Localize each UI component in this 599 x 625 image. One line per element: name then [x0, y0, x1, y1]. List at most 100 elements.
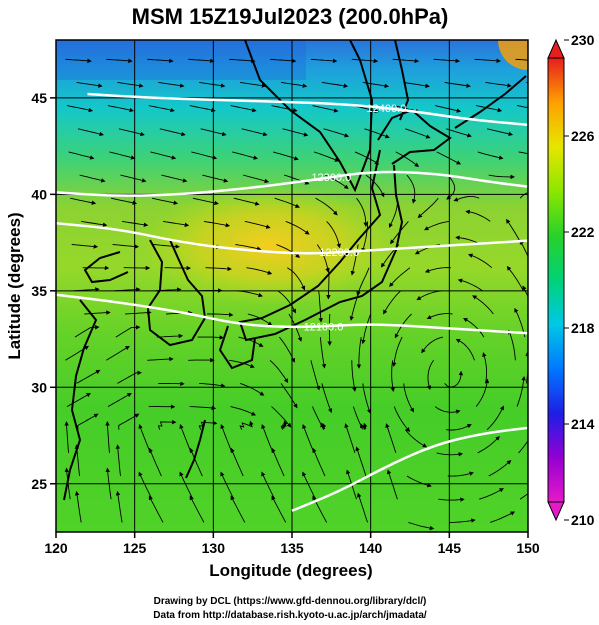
streamline: [302, 471, 317, 500]
streamline: [243, 174, 270, 184]
streamline: [323, 128, 350, 138]
streamline: [465, 209, 491, 222]
streamline: [246, 267, 273, 275]
streamline: [356, 337, 362, 369]
streamline: [519, 239, 528, 258]
streamline: [117, 370, 142, 384]
streamline: [285, 220, 310, 235]
streamline: [516, 105, 528, 109]
streamline: [118, 413, 140, 430]
streamline: [406, 475, 432, 488]
cool-band-north: [56, 40, 306, 80]
warm-corner: [498, 40, 528, 70]
streamline: [362, 81, 390, 89]
streamline: [158, 81, 185, 88]
streamline: [527, 428, 528, 430]
streamline: [477, 151, 504, 160]
streamline: [362, 383, 372, 414]
colorbar-bottom-arrow: [547, 501, 565, 522]
streamline: [77, 128, 104, 137]
streamline: [364, 128, 390, 139]
streamline: [361, 313, 372, 345]
streamline: [230, 447, 244, 477]
streamline: [261, 471, 276, 500]
streamline: [236, 290, 263, 298]
streamline: [70, 197, 97, 205]
streamline: [71, 244, 99, 249]
streamline: [107, 105, 134, 113]
streamline: [356, 267, 370, 297]
streamline: [66, 105, 94, 113]
streamline: [423, 220, 450, 231]
streamline: [488, 460, 512, 477]
credit-drawing: Drawing by DCL (https://www.gfd-dennou.o…: [154, 596, 427, 607]
streamline: [189, 105, 216, 113]
streamline: [416, 290, 442, 301]
streamline: [271, 447, 285, 477]
colorbar-bar: [547, 57, 565, 503]
colorbar-tick-label: 226: [571, 128, 595, 144]
streamline: [446, 128, 472, 138]
streamline: [269, 58, 297, 64]
streamline: [148, 105, 175, 113]
streamline: [365, 174, 385, 198]
streamline: [453, 195, 480, 202]
streamline: [229, 359, 255, 368]
streamline: [490, 511, 516, 523]
streamline: [271, 406, 292, 428]
y-tick-label: 35: [31, 283, 47, 299]
streamline: [76, 369, 101, 384]
streamline: [405, 128, 431, 139]
colorbar: 210 214 218 222 226 230: [547, 32, 595, 528]
streamline: [426, 360, 434, 391]
streamline: [507, 329, 516, 361]
streamline: [444, 370, 464, 388]
streamline: [403, 383, 415, 413]
streamline: [388, 198, 398, 229]
streamline: [118, 128, 145, 137]
streamline: [207, 312, 234, 317]
streamlines: [64, 58, 552, 531]
streamline: [282, 128, 309, 137]
chart-title: MSM 15Z19Jul2023 (200.0hPa): [132, 4, 449, 29]
streamline: [518, 439, 528, 454]
streamline: [179, 423, 192, 454]
streamline: [274, 197, 300, 208]
streamline: [271, 495, 287, 523]
streamline: [157, 419, 177, 430]
streamline: [161, 174, 188, 183]
streamline: [531, 508, 552, 522]
streamline: [485, 81, 512, 88]
x-tick-label: 140: [359, 540, 383, 556]
streamline: [488, 174, 516, 180]
streamline: [479, 488, 504, 500]
contour-line: [291, 426, 528, 512]
contour-label: 12100.0: [304, 322, 344, 334]
streamline: [269, 359, 289, 384]
streamline: [107, 392, 132, 407]
streamline: [313, 151, 340, 162]
streamline: [66, 392, 91, 407]
streamline: [76, 81, 103, 88]
streamline: [115, 325, 141, 338]
streamline: [79, 174, 106, 183]
streamline: [220, 471, 235, 500]
streamline: [239, 420, 254, 430]
streamline: [148, 447, 162, 477]
streamline: [421, 336, 444, 354]
streamline: [156, 333, 184, 339]
streamline: [244, 220, 271, 229]
contour-line: [56, 222, 528, 255]
streamline: [200, 128, 227, 137]
streamline: [310, 58, 338, 64]
streamline: [404, 429, 428, 448]
streamline: [155, 287, 182, 292]
streamline: [424, 267, 451, 273]
coast-hokkaido: [377, 108, 452, 165]
streamline: [74, 444, 81, 477]
streamline: [482, 352, 488, 384]
streamline: [238, 336, 264, 347]
streamline: [312, 105, 339, 113]
streamline: [191, 151, 218, 160]
